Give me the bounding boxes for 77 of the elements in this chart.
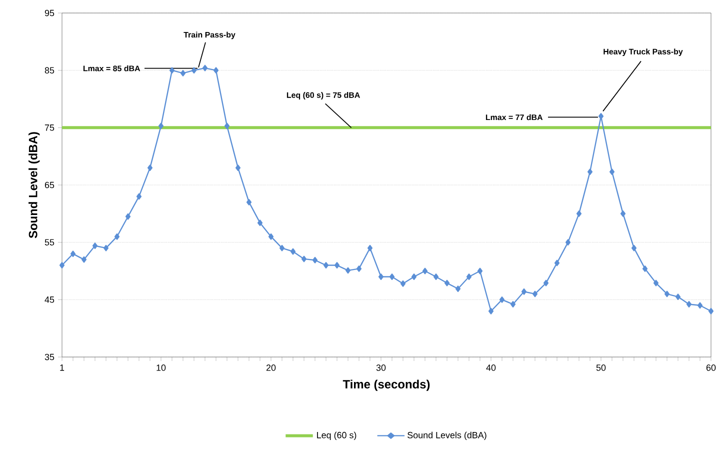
point bbox=[631, 244, 637, 252]
y-axis-title: Sound Level (dBA) bbox=[28, 132, 40, 238]
point bbox=[400, 280, 406, 287]
point bbox=[510, 301, 516, 308]
y-tick-label: 35 bbox=[44, 354, 54, 360]
point bbox=[664, 290, 670, 298]
point bbox=[620, 210, 626, 217]
point bbox=[411, 274, 417, 280]
point bbox=[543, 280, 549, 286]
point bbox=[378, 274, 384, 280]
point bbox=[444, 280, 450, 286]
point bbox=[653, 280, 659, 286]
point bbox=[466, 274, 472, 280]
point bbox=[147, 164, 153, 171]
point bbox=[708, 308, 714, 314]
point bbox=[246, 199, 252, 206]
point bbox=[477, 268, 483, 274]
point bbox=[257, 220, 263, 226]
point bbox=[70, 250, 76, 257]
x-tick-label: 50 bbox=[596, 364, 606, 371]
point bbox=[532, 290, 538, 298]
point bbox=[169, 67, 175, 74]
point bbox=[268, 233, 274, 240]
point bbox=[686, 301, 692, 308]
point bbox=[114, 233, 120, 240]
point bbox=[59, 262, 65, 268]
x-tick-label: 1 bbox=[60, 364, 64, 371]
point bbox=[697, 302, 703, 309]
point bbox=[92, 242, 98, 249]
point bbox=[521, 288, 527, 295]
point bbox=[345, 267, 351, 274]
point bbox=[81, 256, 87, 263]
x-axis-title: Time (seconds) bbox=[342, 380, 430, 391]
point bbox=[389, 274, 395, 280]
point bbox=[609, 168, 615, 176]
point bbox=[499, 296, 505, 303]
y-tick-label: 75 bbox=[44, 124, 54, 131]
x-tick-label: 40 bbox=[486, 364, 496, 371]
x-tick-label: 20 bbox=[266, 364, 276, 371]
point bbox=[334, 262, 340, 268]
point bbox=[565, 239, 571, 246]
point bbox=[125, 213, 131, 220]
point bbox=[213, 67, 219, 74]
legend-label: Sound Levels (dBA) bbox=[408, 432, 486, 440]
point bbox=[367, 244, 373, 252]
point bbox=[554, 260, 560, 266]
point bbox=[191, 67, 197, 74]
legend-label: Leq (60 s) bbox=[317, 432, 356, 440]
point bbox=[455, 286, 461, 292]
point bbox=[224, 122, 230, 130]
point bbox=[158, 122, 164, 130]
y-tick-label: 85 bbox=[44, 67, 54, 74]
point bbox=[103, 244, 109, 252]
point bbox=[422, 268, 428, 274]
point bbox=[301, 256, 307, 262]
point bbox=[235, 164, 241, 171]
x-tick-label: 60 bbox=[706, 364, 716, 371]
x-tick-label: 10 bbox=[156, 364, 166, 371]
y-tick-label: 55 bbox=[44, 239, 54, 246]
point bbox=[356, 266, 362, 272]
point bbox=[587, 168, 593, 176]
y-tick-label: 95 bbox=[44, 10, 54, 16]
point bbox=[323, 262, 329, 268]
y-tick-label: 65 bbox=[44, 182, 54, 188]
point bbox=[488, 308, 494, 314]
point bbox=[279, 244, 285, 252]
point bbox=[433, 274, 439, 280]
point bbox=[312, 256, 318, 264]
point bbox=[675, 294, 681, 300]
y-tick-label: 45 bbox=[44, 296, 54, 303]
point bbox=[576, 210, 582, 217]
point bbox=[642, 266, 648, 272]
point bbox=[180, 70, 186, 76]
point bbox=[136, 193, 142, 200]
point bbox=[290, 248, 296, 255]
point bbox=[202, 64, 208, 72]
x-tick-label: 30 bbox=[376, 364, 386, 371]
